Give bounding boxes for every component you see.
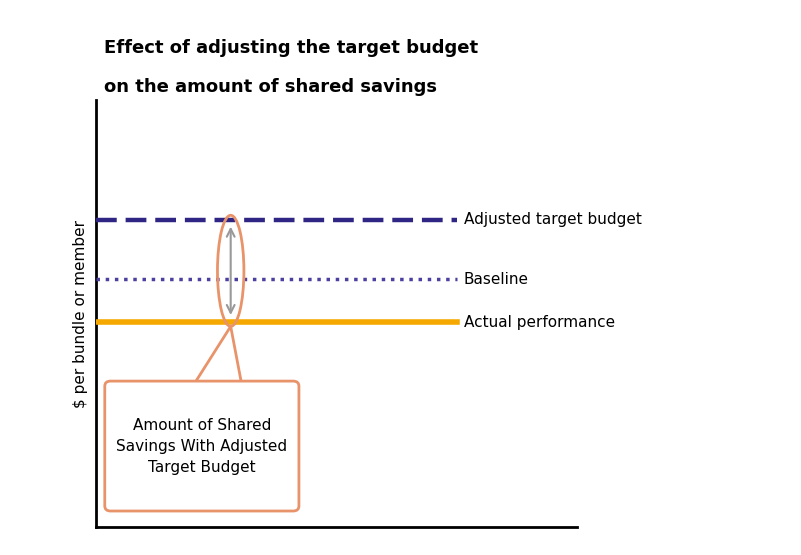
Text: on the amount of shared savings: on the amount of shared savings bbox=[104, 78, 437, 95]
Text: Amount of Shared
Savings With Adjusted
Target Budget: Amount of Shared Savings With Adjusted T… bbox=[116, 417, 288, 475]
Y-axis label: $ per bundle or member: $ per bundle or member bbox=[73, 220, 88, 407]
Text: Effect of adjusting the target budget: Effect of adjusting the target budget bbox=[104, 39, 478, 57]
Text: Adjusted target budget: Adjusted target budget bbox=[464, 212, 642, 227]
Text: Baseline: Baseline bbox=[464, 272, 529, 287]
FancyBboxPatch shape bbox=[105, 381, 299, 511]
Text: Actual performance: Actual performance bbox=[464, 315, 615, 330]
